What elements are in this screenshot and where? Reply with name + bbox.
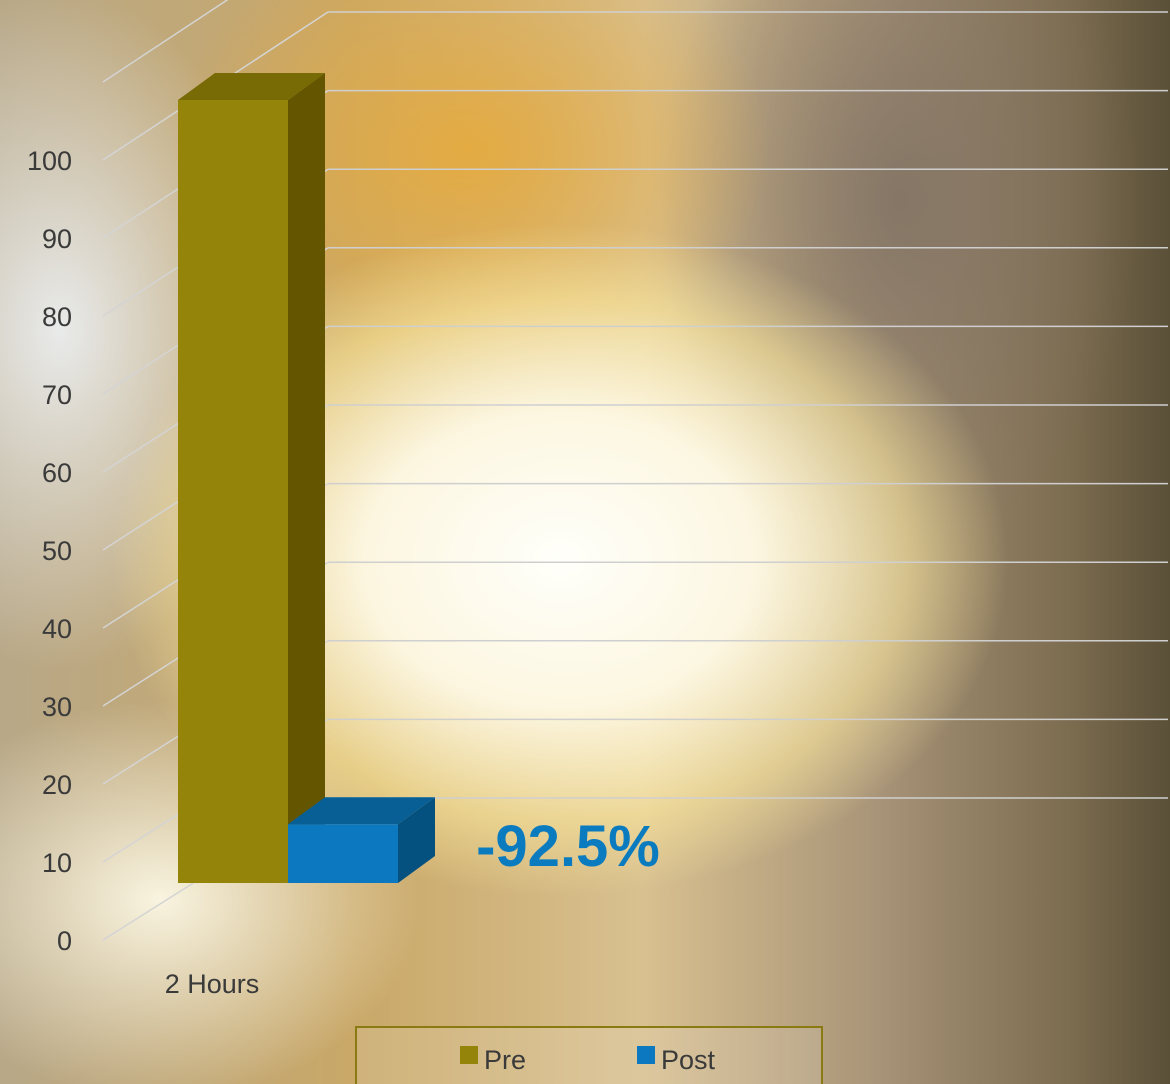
legend-frame: [355, 1026, 823, 1084]
y-tick-label: 100: [27, 146, 72, 176]
legend-label-pre: Pre: [484, 1045, 526, 1075]
y-tick-label: 0: [57, 926, 72, 956]
bars: [178, 73, 435, 883]
bar-post: [288, 824, 398, 883]
bar-side-post: [398, 797, 435, 883]
change-annotation: -92.5%: [476, 814, 660, 879]
bar-side-pre: [288, 73, 325, 883]
y-tick-label: 10: [42, 848, 72, 878]
legend-swatch-pre: [460, 1046, 478, 1064]
legend: Pre Post: [355, 1026, 823, 1084]
bar-top-post: [288, 797, 435, 825]
y-tick-label: 80: [42, 302, 72, 332]
bar-top-pre: [178, 73, 325, 100]
y-tick-label: 20: [42, 770, 72, 800]
legend-swatch-post: [637, 1046, 655, 1064]
legend-label-post: Post: [661, 1045, 716, 1075]
y-tick-label: 60: [42, 458, 72, 488]
y-tick-label: 70: [42, 380, 72, 410]
y-tick-label: 40: [42, 614, 72, 644]
y-axis-ticks: 0 10 20 30 40 50 60 70 80 90 100: [27, 146, 72, 956]
y-tick-label: 30: [42, 692, 72, 722]
gridline-diagonal: [102, 0, 229, 83]
y-tick-label: 90: [42, 224, 72, 254]
bar-pre: [178, 100, 288, 883]
y-tick-label: 50: [42, 536, 72, 566]
x-tick-label-2-hours: 2 Hours: [165, 969, 260, 999]
